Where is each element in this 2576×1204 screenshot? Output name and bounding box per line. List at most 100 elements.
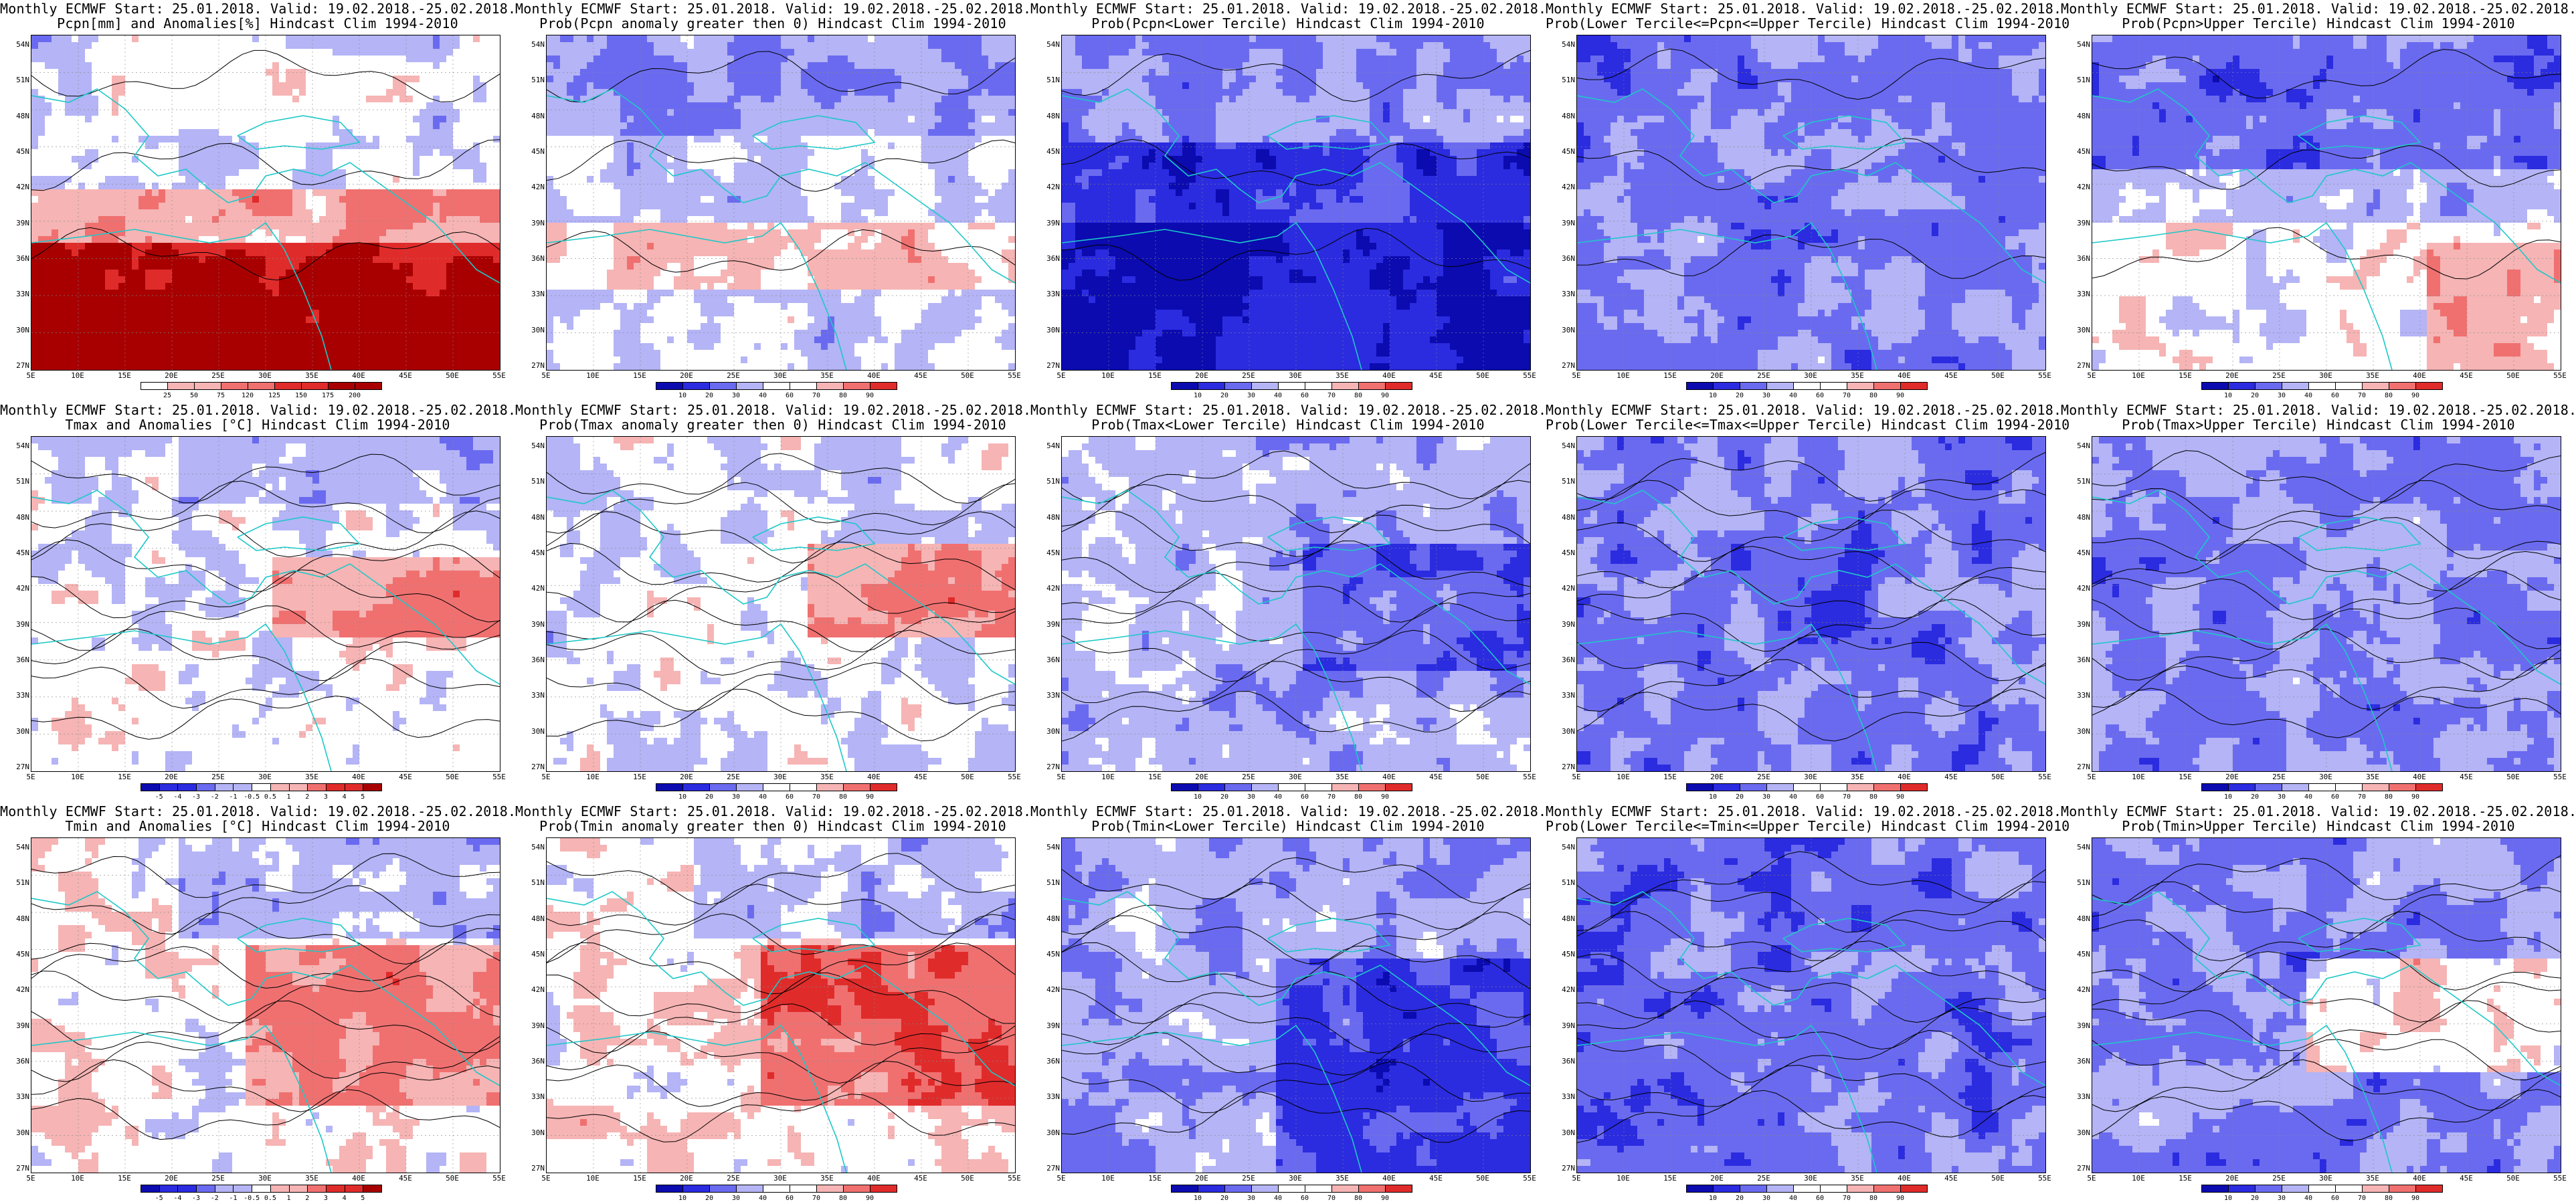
colorbar-swatch	[1385, 1185, 1412, 1193]
lat-label: 39N	[1547, 219, 1575, 227]
lon-label: 50E	[439, 773, 466, 781]
colorbar-swatch	[1820, 382, 1847, 390]
lon-label: 40E	[860, 773, 887, 781]
lon-label: 20E	[1704, 1174, 1730, 1183]
map-panel-pcpn-prob-pos: Monthly ECMWF Start: 25.01.2018. Valid: …	[515, 0, 1031, 401]
colorbar-swatch	[301, 382, 329, 390]
lat-label: 54N	[517, 40, 545, 49]
lat-label: 48N	[2062, 513, 2090, 522]
lat-label: 30N	[1032, 727, 1060, 736]
colorbar-swatch	[2335, 783, 2363, 791]
map-panel-pcpn-prob-middle: Monthly ECMWF Start: 25.01.2018. Valid: …	[1546, 0, 2069, 401]
lon-label: 50E	[439, 1174, 466, 1183]
colorbar-label: -5	[146, 1195, 173, 1202]
colorbar-swatch	[2308, 1185, 2336, 1193]
colorbar-swatch	[1278, 783, 1305, 791]
map-panel-pcpn-prob-upper: Monthly ECMWF Start: 25.01.2018. Valid: …	[2061, 0, 2576, 401]
colorbar-swatch	[682, 382, 710, 390]
lat-label: 48N	[1547, 914, 1575, 923]
lon-label: 50E	[2500, 1174, 2526, 1183]
colorbar-swatch	[307, 783, 327, 791]
lon-label: 40E	[860, 371, 887, 380]
lon-label: 55E	[1001, 371, 1028, 380]
lon-label: 50E	[2500, 371, 2526, 380]
colorbar-label: 25	[154, 392, 181, 399]
lon-label: 35E	[1329, 371, 1356, 380]
map-panel-tmax-prob-upper: Monthly ECMWF Start: 25.01.2018. Valid: …	[2061, 401, 2576, 803]
colorbar-swatch	[307, 1185, 327, 1193]
lon-label: 20E	[1188, 773, 1215, 781]
colorbar-swatch	[196, 1185, 215, 1193]
colorbar-label: 90	[856, 392, 883, 399]
colorbar-swatch	[763, 783, 790, 791]
lat-label: 45N	[1547, 548, 1575, 557]
lat-label: 39N	[1, 219, 29, 227]
lon-label: 15E	[1141, 371, 1168, 380]
lat-label: 36N	[1032, 656, 1060, 664]
colorbar-swatch	[1305, 783, 1332, 791]
colorbar	[1171, 783, 1412, 791]
lat-label: 27N	[1, 763, 29, 771]
colorbar-label: 10	[669, 392, 696, 399]
panel-title-line1: Monthly ECMWF Start: 25.01.2018. Valid: …	[2061, 403, 2576, 417]
lon-label: 40E	[2406, 371, 2433, 380]
colorbar	[141, 783, 382, 791]
colorbar-swatch	[1385, 382, 1412, 390]
colorbar-label: 80	[830, 392, 856, 399]
colorbar-swatch	[2201, 382, 2229, 390]
map-svg	[1062, 437, 1530, 771]
lat-label: 30N	[517, 727, 545, 736]
colorbar-swatch	[159, 1185, 179, 1193]
colorbar-swatch	[656, 382, 683, 390]
lat-label: 33N	[2062, 691, 2090, 700]
colorbar-swatch	[1171, 382, 1198, 390]
lon-label: 15E	[1141, 1174, 1168, 1183]
lat-label: 39N	[1, 1021, 29, 1030]
colorbar-swatch	[363, 783, 382, 791]
colorbar-swatch	[214, 1185, 234, 1193]
colorbar-label: 10	[669, 793, 696, 801]
colorbar-swatch	[2335, 1185, 2363, 1193]
colorbar-swatch	[736, 382, 763, 390]
lat-label: 36N	[2062, 254, 2090, 263]
colorbar-swatch	[1713, 1185, 1740, 1193]
colorbar-swatch	[1900, 382, 1928, 390]
colorbar-label: 75	[207, 392, 234, 399]
lat-label: 30N	[1547, 326, 1575, 334]
lon-label: 5E	[2078, 1174, 2105, 1183]
panel-title-line1: Monthly ECMWF Start: 25.01.2018. Valid: …	[1030, 1, 1546, 16]
lon-label: 10E	[1095, 1174, 1121, 1183]
lat-label: 36N	[1032, 1057, 1060, 1066]
colorbar-label: 30	[1238, 1195, 1265, 1202]
lon-label: 35E	[298, 773, 325, 781]
lon-label: 35E	[814, 773, 840, 781]
colorbar-label: 30	[1753, 392, 1780, 399]
colorbar-swatch	[141, 783, 160, 791]
lat-label: 42N	[1032, 985, 1060, 994]
lat-label: 48N	[1032, 914, 1060, 923]
colorbar-label: 20	[1726, 1195, 1753, 1202]
lat-label: 45N	[1547, 950, 1575, 959]
lon-label: 20E	[158, 773, 185, 781]
lon-label: 55E	[2031, 371, 2058, 380]
lon-label: 50E	[954, 1174, 981, 1183]
lon-label: 20E	[1188, 371, 1215, 380]
colorbar-swatch	[1358, 783, 1386, 791]
panel-title-line2: Prob(Lower Tercile<=Pcpn<=Upper Tercile)…	[1546, 16, 2069, 31]
colorbar-label: 20	[1211, 1195, 1238, 1202]
colorbar-swatch	[656, 1185, 683, 1193]
lat-label: 36N	[1547, 656, 1575, 664]
lat-label: 45N	[1, 950, 29, 959]
lon-label: 55E	[2031, 1174, 2058, 1183]
panel-title-line2: Prob(Tmax>Upper Tercile) Hindcast Clim 1…	[2061, 417, 2576, 432]
colorbar-label: 60	[1291, 793, 1318, 801]
colorbar-swatch	[736, 783, 763, 791]
lat-label: 33N	[2062, 290, 2090, 298]
colorbar-label: 30	[1753, 1195, 1780, 1202]
colorbar-label: 20	[696, 793, 723, 801]
lat-label: 39N	[517, 620, 545, 629]
colorbar-swatch	[196, 783, 215, 791]
panel-title-line2: Pcpn[mm] and Anomalies[%] Hindcast Clim …	[0, 16, 515, 31]
lon-label: 5E	[2078, 773, 2105, 781]
panel-title-line2: Tmax and Anomalies [°C] Hindcast Clim 19…	[0, 417, 515, 432]
